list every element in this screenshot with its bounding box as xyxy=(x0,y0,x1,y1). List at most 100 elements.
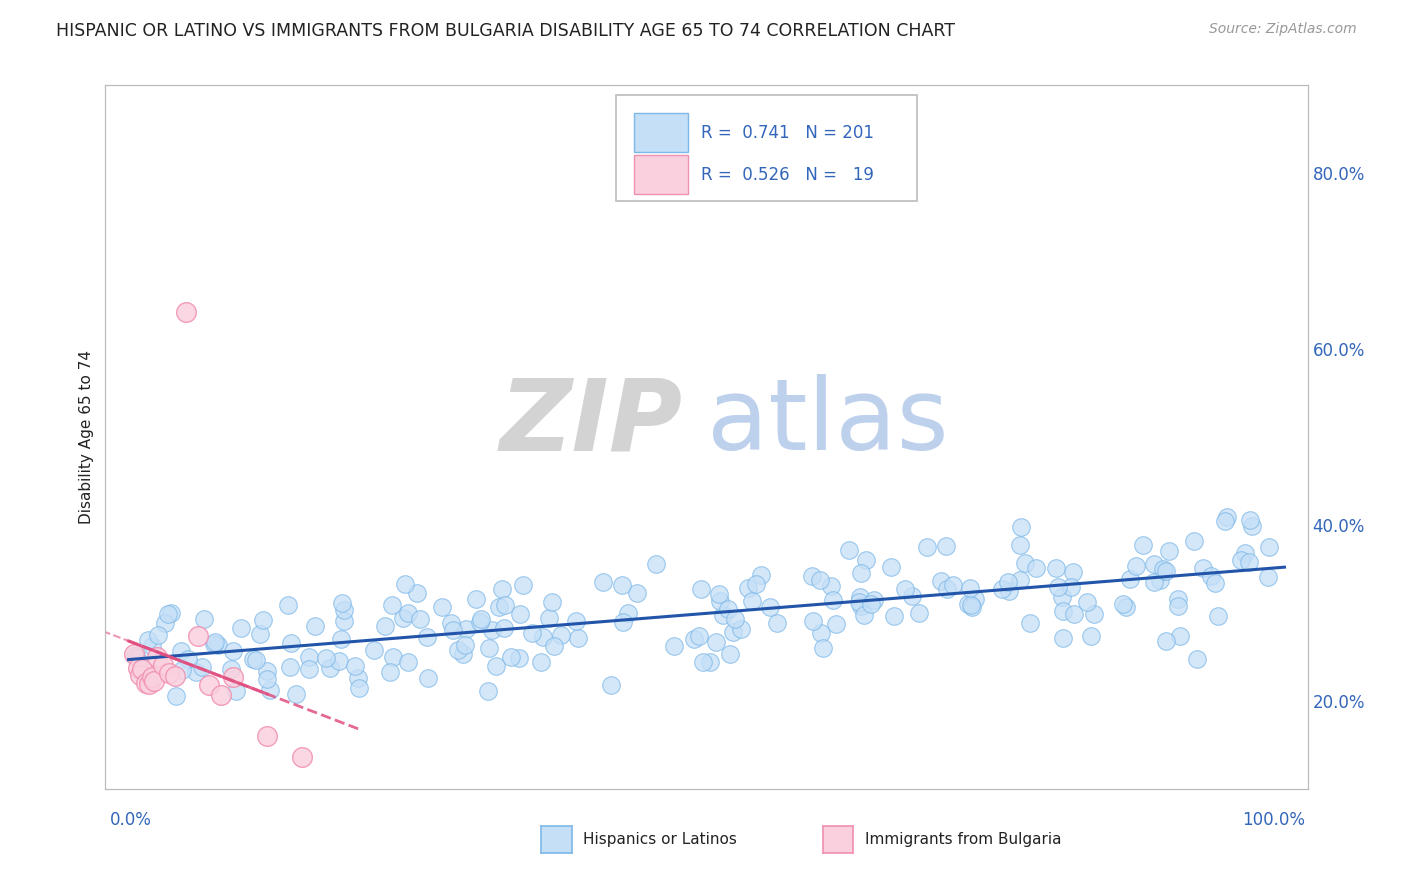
Point xyxy=(1230,553,1253,567)
Point xyxy=(956,597,979,611)
Point xyxy=(880,560,903,574)
Point xyxy=(745,577,768,591)
Point xyxy=(1008,573,1031,587)
Point xyxy=(741,593,763,607)
Point xyxy=(706,634,728,648)
Point xyxy=(163,668,186,682)
Point xyxy=(396,655,419,669)
Point xyxy=(138,676,160,690)
Point xyxy=(285,687,308,701)
Point xyxy=(298,662,321,676)
Point xyxy=(447,642,470,657)
Point xyxy=(929,574,952,589)
Point xyxy=(381,598,404,612)
Point xyxy=(157,666,180,681)
Point xyxy=(810,626,832,640)
Point xyxy=(935,540,957,554)
Point xyxy=(824,616,846,631)
Point xyxy=(277,598,299,612)
Point xyxy=(256,672,278,686)
Point xyxy=(688,629,710,643)
Point xyxy=(135,675,157,690)
Point xyxy=(960,600,983,615)
Text: HISPANIC OR LATINO VS IMMIGRANTS FROM BULGARIA DISABILITY AGE 65 TO 74 CORRELATI: HISPANIC OR LATINO VS IMMIGRANTS FROM BU… xyxy=(56,22,955,40)
Text: Hispanics or Latinos: Hispanics or Latinos xyxy=(583,832,737,847)
Point xyxy=(567,631,589,645)
Point xyxy=(315,650,337,665)
Point xyxy=(470,612,492,626)
Point xyxy=(512,578,534,592)
Point xyxy=(1159,543,1181,558)
Point xyxy=(1208,608,1230,623)
Point xyxy=(1168,629,1191,643)
Point xyxy=(157,607,180,621)
Point xyxy=(1154,564,1177,578)
Point xyxy=(1080,629,1102,643)
Point xyxy=(1052,604,1074,618)
Point xyxy=(141,640,163,654)
Point xyxy=(454,639,477,653)
Point xyxy=(1233,546,1256,560)
Point xyxy=(146,628,169,642)
Point xyxy=(908,607,931,621)
Point xyxy=(543,639,565,653)
Point xyxy=(1153,564,1175,578)
Point xyxy=(550,628,572,642)
Point xyxy=(813,640,835,655)
Point xyxy=(859,597,882,611)
Point xyxy=(541,595,564,609)
Point xyxy=(724,612,747,626)
Point xyxy=(380,665,402,679)
Point xyxy=(176,304,198,318)
Point xyxy=(936,582,959,597)
Point xyxy=(124,649,146,664)
Point xyxy=(1083,607,1105,621)
Point xyxy=(363,642,385,657)
Point xyxy=(160,606,183,620)
Point xyxy=(304,619,326,633)
Point xyxy=(143,673,166,688)
Point xyxy=(711,607,734,622)
Point xyxy=(491,582,513,596)
Point xyxy=(963,591,986,606)
Point xyxy=(800,569,823,583)
Point xyxy=(683,632,706,646)
Point xyxy=(759,600,782,615)
Point xyxy=(416,671,439,685)
Point xyxy=(849,590,872,604)
Point xyxy=(1192,560,1215,574)
Point xyxy=(749,567,772,582)
Point xyxy=(231,621,253,635)
Point xyxy=(1187,652,1209,666)
Point xyxy=(823,592,845,607)
Point xyxy=(259,683,281,698)
Point xyxy=(718,647,741,661)
Point xyxy=(612,615,634,629)
Point xyxy=(915,540,938,554)
Text: ZIP: ZIP xyxy=(499,375,682,472)
Point xyxy=(1112,597,1135,611)
Point xyxy=(494,621,516,635)
Point xyxy=(855,552,877,566)
Point xyxy=(1125,559,1147,574)
Point xyxy=(152,658,174,673)
Point xyxy=(172,663,194,677)
Point xyxy=(456,622,478,636)
Point xyxy=(252,613,274,627)
Point xyxy=(1240,519,1263,533)
Point xyxy=(690,582,713,596)
Point xyxy=(432,599,454,614)
Point xyxy=(329,632,352,646)
Point xyxy=(184,665,207,679)
Point xyxy=(204,635,226,649)
Point xyxy=(245,653,267,667)
Point xyxy=(564,614,586,628)
Point xyxy=(1052,631,1074,645)
Point xyxy=(883,609,905,624)
Point xyxy=(612,578,634,592)
Point xyxy=(328,654,350,668)
Point xyxy=(478,640,501,655)
Point xyxy=(221,670,243,684)
Point xyxy=(1063,607,1085,621)
Point xyxy=(392,610,415,624)
